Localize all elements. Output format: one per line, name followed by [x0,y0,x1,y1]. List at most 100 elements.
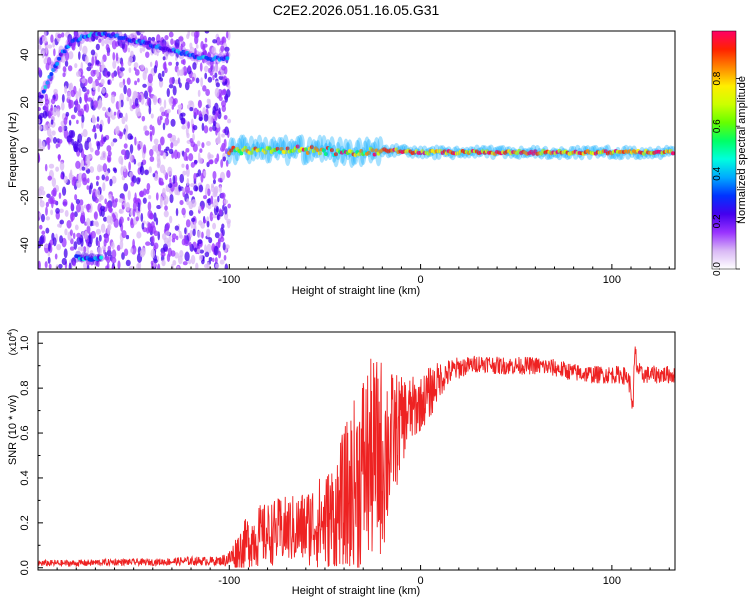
spectrogram-speck [169,77,174,85]
spectrogram-speck [127,56,134,63]
spectrogram-halo [300,147,307,166]
spectrogram-speck [50,104,53,112]
spectrogram-speck [132,208,136,218]
spectrogram-core [58,52,63,57]
spectrogram-x-ticks: -100 0 100 [56,264,670,286]
spectrogram-speck [50,98,56,105]
spectrogram-halo [320,135,327,154]
snr-plot-area [38,346,675,568]
spectrogram-speck [190,254,196,265]
spectrogram-speck [215,122,221,129]
spectrogram-speck [53,48,56,57]
spectrogram-speck [47,256,51,265]
spectrogram-speck [195,186,198,192]
spectrogram-speck [196,109,200,115]
snr-y-tick-label: 0.2 [19,515,31,530]
snr-y-tick-label: 0.8 [19,380,31,395]
spectrogram-speck [107,79,111,85]
spectrogram-speck [181,163,185,168]
spectrogram-speck [81,166,86,171]
spectrogram-core [57,56,62,61]
spectrogram-speck [129,152,133,162]
spectrogram-speck [111,114,116,120]
spectrogram-speck [107,116,111,125]
spectrogram-speck [170,38,174,45]
spectrogram-speck [118,112,123,119]
spectrogram-speck [204,31,210,34]
spectrogram-speck [74,211,78,218]
snr-y-ticks: 0.0 0.2 0.4 0.6 0.8 1.0 [19,336,43,575]
spectrogram-speck [136,263,140,269]
spectrogram-speck [84,140,90,151]
spectrogram-speck [220,192,226,199]
snr-panel: -100 0 100 0.0 0.2 0.4 0.6 0.8 1.0 Height of st… [7,329,676,597]
spectrogram-speck [221,133,225,138]
spectrogram-speck [195,77,200,84]
spectrogram-speck [86,89,90,95]
spectrogram-speck [69,229,73,236]
spectrogram-speck [133,91,139,97]
spectrogram-speck [130,247,134,254]
spectrogram-speck [45,206,48,216]
spectrogram-speck [206,220,210,228]
spectrogram-speck [168,183,173,189]
spectrogram-speck [101,38,105,47]
spectrogram-speck [73,85,77,95]
spectrogram-speck [91,116,97,124]
spectrogram-speck [220,159,224,168]
spectrogram-speck [100,78,105,85]
spectrogram-speck [75,98,79,109]
spectrogram-speck [218,107,221,115]
spectrogram-y-tick-label: -20 [19,190,31,206]
spectrogram-core [357,152,362,157]
spectrogram-speck [73,176,76,186]
spectrogram-speck [103,239,107,247]
spectrogram-speck [106,201,110,209]
spectrogram-speck [102,163,108,173]
spectrogram-speck [137,112,142,117]
spectrogram-speck [79,199,84,206]
spectrogram-speck [179,200,184,206]
spectrogram-speck [96,123,100,129]
spectrogram-speck [214,64,219,73]
spectrogram-speck [200,40,204,50]
spectrogram-speck [198,157,203,164]
spectrogram-speck [63,129,69,139]
spectrogram-speck [149,212,154,220]
spectrogram-speck [151,36,156,42]
spectrogram-speck [189,190,193,196]
spectrogram-speck [199,62,203,72]
spectrogram-speck [48,263,52,269]
spectrogram-speck [193,172,197,182]
spectrogram-speck [161,70,165,78]
snr-multiplier-base: (x10 [8,335,19,355]
spectrogram-speck [157,143,162,152]
spectrogram-speck [202,85,207,92]
spectrogram-speck [52,237,57,247]
spectrogram-speck [123,154,127,161]
spectrogram-speck [102,216,108,222]
spectrogram-y-tick-label: 40 [19,49,31,61]
spectrogram-speck [48,163,55,169]
spectrogram-speck [172,98,177,107]
spectrogram-speck [133,158,137,165]
spectrogram-speck [170,118,176,127]
colorbar-ticks: 0.0 0.2 0.4 0.6 0.8 [712,71,740,276]
spectrogram-speck [100,65,105,72]
spectrogram-speck [114,127,120,135]
spectrogram-speck [208,237,213,244]
spectrogram-speck [198,184,204,193]
spectrogram-speck [65,111,70,117]
spectrogram-speck [106,145,112,152]
spectrogram-speck [191,217,196,223]
spectrogram-speck [63,248,68,259]
spectrogram-speck [121,116,126,125]
spectrogram-speck [179,173,185,184]
spectrogram-speck [119,239,124,250]
spectrogram-speck [74,224,79,231]
spectrogram-speck [66,91,72,100]
spectrogram-speck [105,265,109,269]
spectrogram-speck [181,125,187,130]
spectrogram-speck [88,234,92,244]
spectrogram-halo [232,147,239,166]
